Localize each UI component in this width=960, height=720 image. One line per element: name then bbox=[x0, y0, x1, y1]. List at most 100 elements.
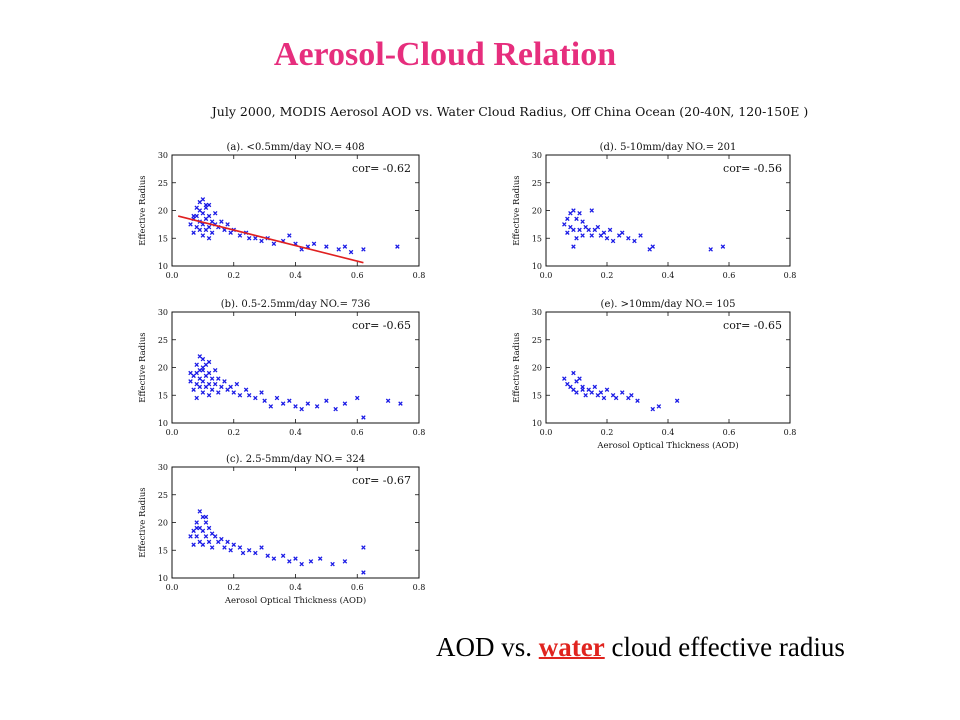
x-tick-label: 0.8 bbox=[413, 271, 426, 280]
data-point bbox=[206, 359, 212, 365]
data-point bbox=[231, 542, 237, 547]
x-tick-label: 0.0 bbox=[540, 428, 553, 437]
caption-text-end: cloud effective radius bbox=[604, 632, 845, 662]
data-point bbox=[574, 390, 579, 395]
data-point bbox=[592, 384, 598, 390]
data-point bbox=[197, 384, 203, 390]
data-point bbox=[656, 404, 662, 409]
data-point bbox=[194, 395, 199, 401]
data-point bbox=[253, 235, 258, 241]
caption-highlight: water bbox=[538, 632, 605, 662]
x-tick-label: 0.2 bbox=[227, 271, 240, 280]
x-tick-label: 0.4 bbox=[289, 583, 302, 592]
y-axis-label: Effective Radius bbox=[138, 332, 148, 402]
y-axis-label: Effective Radius bbox=[138, 487, 148, 557]
data-point bbox=[200, 233, 206, 238]
y-tick-label: 30 bbox=[158, 151, 168, 160]
y-tick-label: 25 bbox=[532, 179, 542, 188]
data-point bbox=[317, 556, 323, 561]
data-point bbox=[580, 219, 585, 224]
data-point bbox=[194, 534, 199, 539]
data-point bbox=[216, 390, 221, 395]
data-point bbox=[246, 392, 252, 398]
y-tick-label: 15 bbox=[532, 391, 542, 400]
data-point bbox=[586, 227, 591, 233]
data-point bbox=[293, 556, 298, 561]
data-point bbox=[194, 362, 199, 367]
data-point bbox=[650, 244, 656, 249]
y-tick-label: 20 bbox=[158, 207, 168, 216]
data-point bbox=[212, 368, 218, 373]
y-axis-label: Effective Radius bbox=[512, 332, 522, 402]
data-point bbox=[206, 392, 212, 398]
y-axis-label: Effective Radius bbox=[512, 175, 522, 245]
y-tick-label: 30 bbox=[532, 308, 542, 317]
data-point bbox=[619, 230, 625, 235]
data-point bbox=[209, 387, 215, 392]
y-tick-label: 15 bbox=[158, 234, 168, 243]
x-tick-label: 0.6 bbox=[351, 583, 364, 592]
data-point bbox=[191, 213, 196, 219]
data-point bbox=[237, 233, 243, 238]
y-tick-label: 25 bbox=[158, 491, 168, 500]
data-point bbox=[601, 230, 607, 235]
data-point bbox=[188, 222, 193, 227]
data-point bbox=[571, 208, 576, 213]
data-point bbox=[342, 559, 348, 564]
correlation-label: cor= -0.65 bbox=[723, 319, 782, 332]
x-tick-label: 0.2 bbox=[227, 583, 240, 592]
data-point bbox=[206, 539, 212, 545]
data-point bbox=[259, 238, 264, 244]
data-point bbox=[324, 244, 329, 249]
data-point bbox=[203, 202, 209, 208]
data-point bbox=[305, 401, 311, 406]
y-axis-label: Effective Radius bbox=[138, 175, 148, 245]
data-point bbox=[632, 238, 637, 244]
data-point bbox=[574, 216, 579, 222]
data-point bbox=[293, 404, 298, 409]
data-point bbox=[571, 370, 576, 376]
data-point bbox=[200, 356, 206, 362]
y-tick-label: 15 bbox=[158, 546, 168, 555]
data-point bbox=[314, 404, 320, 409]
data-point bbox=[580, 387, 585, 392]
data-point bbox=[342, 244, 348, 249]
y-tick-label: 20 bbox=[158, 364, 168, 373]
data-point bbox=[571, 244, 576, 249]
data-point bbox=[237, 545, 243, 550]
data-point bbox=[246, 547, 252, 553]
panel-c: 0.0 0.2 0.4 0.6 0.8 10 15 20 25 30 (c). 2.5-5mm/da… bbox=[138, 454, 425, 606]
data-point bbox=[595, 224, 601, 230]
y-tick-label: 10 bbox=[532, 419, 542, 428]
panel-e: 0.0 0.2 0.4 0.6 0.8 10 15 20 25 30 (e). >10mm/day … bbox=[512, 299, 796, 451]
data-point bbox=[222, 545, 227, 550]
regression-line bbox=[177, 215, 364, 264]
data-point bbox=[191, 542, 196, 547]
x-tick-label: 0.6 bbox=[351, 271, 364, 280]
data-point bbox=[200, 542, 206, 547]
data-point bbox=[574, 235, 579, 241]
data-point bbox=[219, 384, 224, 390]
x-tick-label: 0.4 bbox=[289, 271, 302, 280]
data-point bbox=[354, 395, 360, 401]
data-point bbox=[237, 392, 243, 398]
data-point bbox=[206, 525, 212, 531]
data-point bbox=[287, 398, 292, 404]
y-tick-label: 20 bbox=[532, 364, 542, 373]
x-tick-label: 0.4 bbox=[662, 271, 675, 280]
data-point bbox=[197, 227, 203, 233]
data-point bbox=[577, 211, 582, 216]
data-point bbox=[271, 241, 277, 247]
data-point bbox=[188, 379, 193, 384]
panel-title: (c). 2.5-5mm/day NO.= 324 bbox=[226, 454, 365, 465]
data-point bbox=[308, 559, 314, 564]
y-tick-label: 10 bbox=[532, 262, 542, 271]
data-point bbox=[219, 219, 224, 224]
x-tick-label: 0.6 bbox=[723, 428, 736, 437]
data-point bbox=[206, 224, 212, 230]
data-point bbox=[225, 539, 230, 545]
data-point bbox=[565, 216, 570, 222]
data-point bbox=[650, 406, 656, 412]
data-point bbox=[222, 379, 227, 384]
data-point bbox=[209, 376, 215, 381]
